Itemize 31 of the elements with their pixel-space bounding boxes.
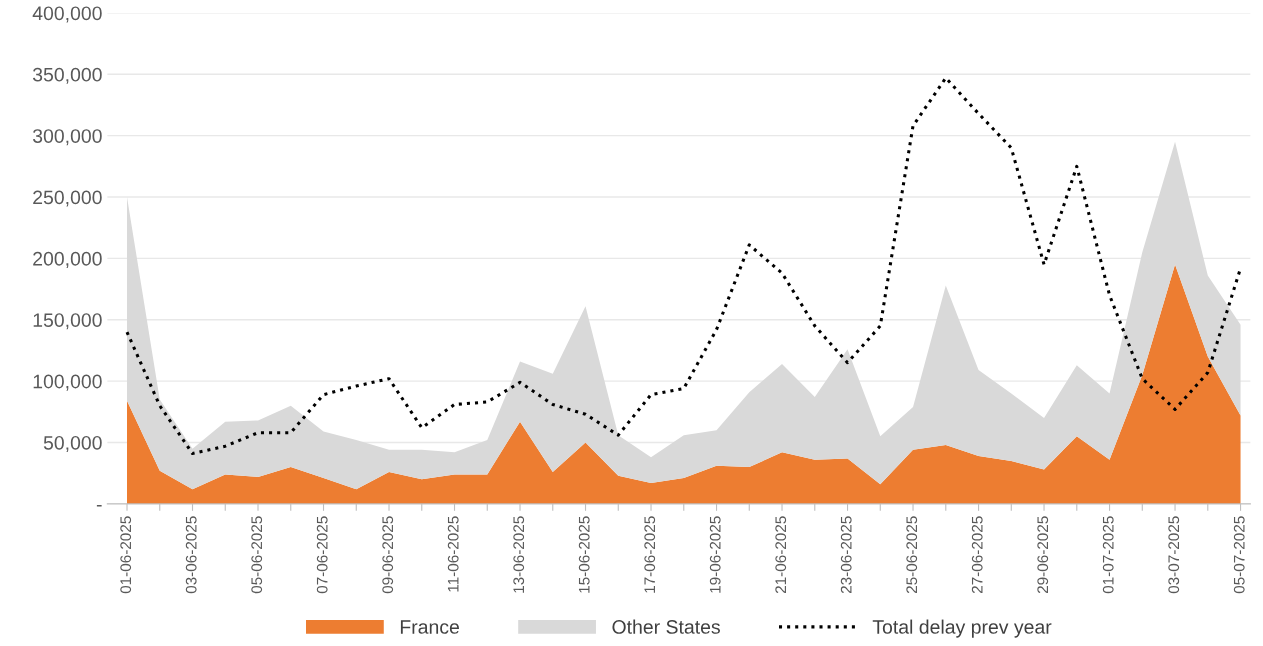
x-tick-label: 01-07-2025	[1102, 516, 1114, 594]
x-tick-label: 05-06-2025	[251, 516, 263, 594]
x-tick-label: 05-07-2025	[1233, 516, 1245, 594]
x-tick-label: 27-06-2025	[971, 516, 983, 594]
x-tick-label: 29-06-2025	[1037, 516, 1049, 594]
y-tick-label: 250,000	[33, 190, 102, 207]
y-tick-label: 200,000	[33, 251, 102, 268]
x-tick-label: 17-06-2025	[644, 516, 656, 593]
x-tick-label: 01-06-2025	[120, 516, 132, 594]
x-tick-label: 07-06-2025	[316, 516, 328, 594]
legend-label: Total delay prev year	[872, 619, 1052, 638]
x-tick-label: 25-06-2025	[906, 516, 918, 594]
x-tick-label: 13-06-2025	[513, 516, 525, 593]
x-tick-label: 03-06-2025	[185, 516, 197, 594]
x-tick-label: 11-06-2025	[447, 516, 459, 592]
x-tick-label: 21-06-2025	[775, 516, 787, 594]
y-tick-label: 50,000	[43, 435, 102, 453]
y-tick-label: 350,000	[32, 67, 102, 84]
y-tick-label: -	[96, 505, 102, 507]
y-tick-label: 100,000	[33, 374, 102, 391]
y-tick-label: 400,000	[32, 6, 102, 23]
x-tick-label: 23-06-2025	[840, 516, 852, 594]
legend-label: Other States	[612, 619, 720, 634]
x-tick-label: 03-07-2025	[1168, 516, 1180, 594]
x-tick-label: 15-06-2025	[578, 516, 590, 593]
y-tick-label: 150,000	[33, 313, 102, 330]
x-tick-label: 19-06-2025	[709, 516, 721, 593]
line-series	[125, 76, 1243, 456]
x-tick-label: 09-06-2025	[382, 516, 394, 594]
legend-label: France	[400, 620, 459, 634]
y-tick-label: 300,000	[32, 129, 102, 146]
